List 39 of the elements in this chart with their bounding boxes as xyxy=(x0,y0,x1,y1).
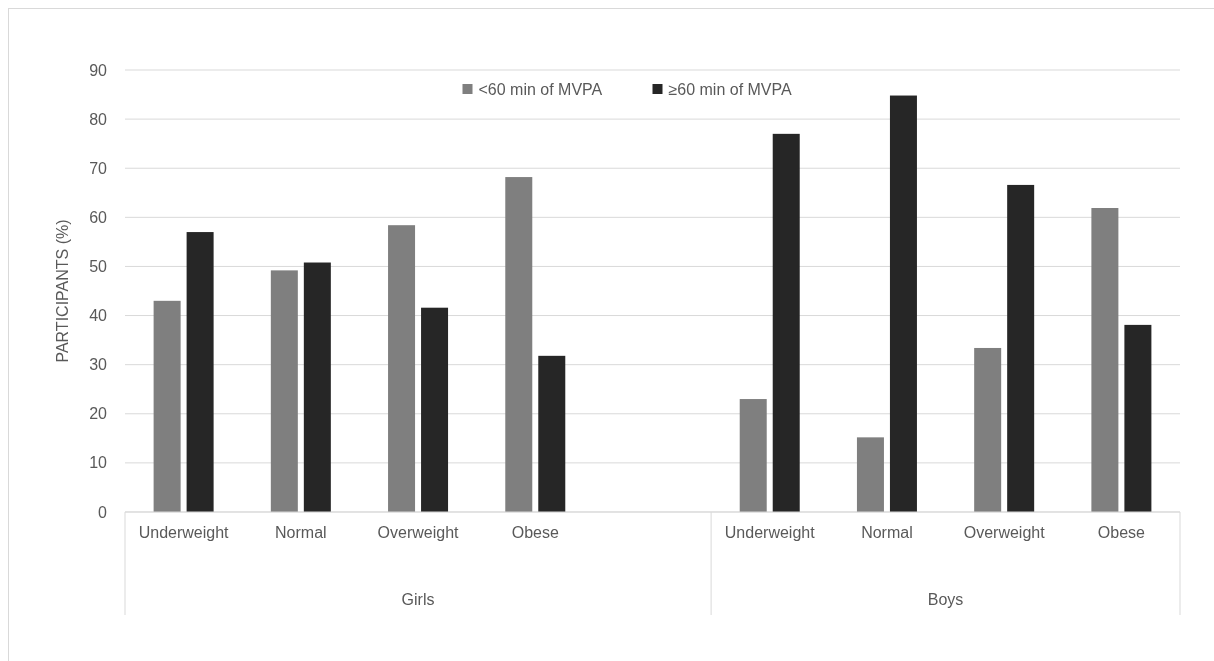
y-tick-label: 60 xyxy=(89,208,108,226)
bar xyxy=(1124,324,1152,512)
y-tick-label: 90 xyxy=(89,61,108,79)
bar xyxy=(856,437,884,512)
legend-label: ≥60 min of MVPA xyxy=(668,80,793,98)
x-tick-label: Underweight xyxy=(138,524,230,541)
x-tick-label: Normal xyxy=(861,524,913,541)
y-tick-label: 80 xyxy=(89,110,108,128)
bar xyxy=(1091,208,1119,512)
bar xyxy=(974,347,1002,512)
bar xyxy=(270,270,298,512)
y-tick-label: 20 xyxy=(89,405,108,423)
bar xyxy=(186,232,214,512)
x-tick-label: Overweight xyxy=(963,524,1046,541)
x-tick-label: Obese xyxy=(1097,524,1146,541)
y-tick-label: 30 xyxy=(89,356,108,374)
bar xyxy=(388,225,416,512)
text: Boys xyxy=(927,591,964,608)
bar xyxy=(739,399,767,512)
y-axis-title: PARTICIPANTS (%) xyxy=(54,219,71,363)
x-tick-label: Obese xyxy=(511,524,559,541)
bar xyxy=(772,133,800,512)
bar xyxy=(538,355,566,512)
x-tick-label: Underweight xyxy=(724,524,816,541)
y-tick-label: 10 xyxy=(89,454,108,472)
bar xyxy=(1007,184,1035,512)
bar xyxy=(153,300,181,512)
x-tick-label: Overweight xyxy=(377,524,460,541)
bar xyxy=(303,262,331,512)
legend-label: <60 min of MVPA xyxy=(478,80,603,98)
y-tick-label: 50 xyxy=(89,258,108,276)
y-tick-label: 70 xyxy=(89,159,108,177)
bar xyxy=(505,177,533,512)
text: Girls xyxy=(401,591,435,608)
bar xyxy=(889,95,917,512)
x-tick-label: Normal xyxy=(275,524,327,541)
bar xyxy=(421,307,449,512)
y-tick-label: 40 xyxy=(89,307,108,325)
y-tick-label: 0 xyxy=(98,503,108,521)
